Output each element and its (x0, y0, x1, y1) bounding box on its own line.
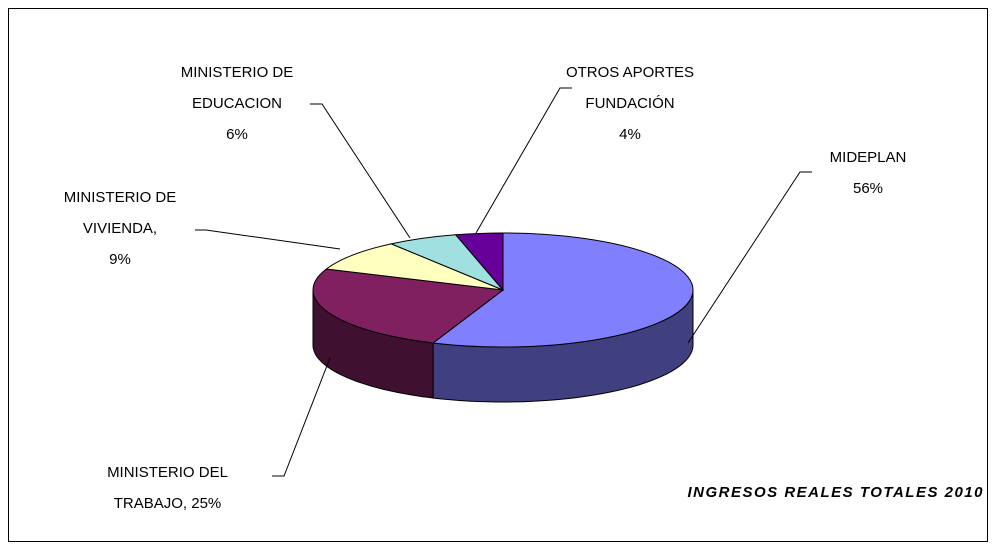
slice (325, 243, 504, 291)
data-label: OTROS APORTES FUNDACIÓN 4% (555, 57, 705, 150)
slice (431, 232, 694, 348)
data-label: MINISTERIO DE VIVIENDA, 9% (45, 182, 195, 275)
value-label: 4% (619, 126, 641, 143)
category-label: MINISTERIO DE EDUCACION (180, 64, 294, 112)
value-label: 25% (191, 495, 222, 512)
data-label: MINISTERIO DEL TRABAJO, 25% (100, 457, 235, 519)
leader-line (475, 87, 572, 234)
chart-frame (8, 8, 988, 542)
data-label: MIDEPLAN 56% (793, 142, 943, 204)
leader-line (687, 171, 812, 344)
slice (312, 268, 505, 344)
category-label: MINISTERIO DEL TRABAJO, (107, 464, 228, 512)
leader-line (272, 357, 331, 477)
value-label: 6% (226, 126, 248, 143)
value-label: 56% (852, 180, 884, 197)
category-label: OTROS APORTES FUNDACIÓN (565, 64, 695, 112)
value-label: 9% (109, 251, 131, 268)
leader-line (310, 103, 411, 239)
category-label: MINISTERIO DE VIVIENDA, (63, 189, 177, 237)
leader-line (195, 229, 341, 250)
slice (454, 232, 504, 292)
category-label: MIDEPLAN (829, 149, 907, 166)
data-label: MINISTERIO DE EDUCACION 6% (162, 57, 312, 150)
chart-title: INGRESOS REALES TOTALES 2010 (687, 484, 984, 501)
